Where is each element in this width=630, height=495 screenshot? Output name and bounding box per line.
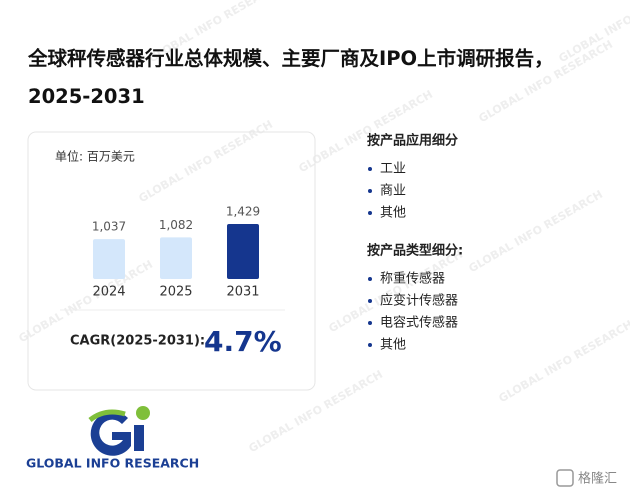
source-icon	[556, 469, 574, 487]
segment-item: 应变计传感器	[380, 293, 458, 309]
watermark: GLOBAL INFO RESEARCH	[467, 188, 606, 275]
bar	[160, 237, 192, 279]
logo-text: GLOBAL INFO RESEARCH	[26, 456, 199, 471]
bar	[93, 239, 125, 279]
segment-title: 按产品应用细分	[367, 133, 458, 149]
bullet	[368, 189, 372, 193]
cagr-value: 4.7%	[204, 325, 282, 358]
bullet	[368, 277, 372, 281]
category-label: 2031	[226, 285, 259, 300]
card	[27, 131, 316, 391]
segment-item: 称重传感器	[380, 271, 445, 287]
logo-mark	[88, 406, 150, 456]
unit-label: 单位: 百万美元	[55, 149, 135, 164]
value-label: 1,037	[92, 220, 126, 234]
watermark: GLOBAL INFO RESEARCH	[247, 368, 386, 455]
watermark: GLOBAL INFO RESEARCH	[497, 318, 630, 405]
cagr-label: CAGR(2025-2031):	[70, 334, 205, 349]
segment-item: 其他	[380, 206, 406, 221]
title: 全球秤传感器行业总体规模、主要厂商及IPO上市调研报告，2025-2031	[28, 47, 554, 108]
bar	[227, 224, 259, 279]
value-label: 1,429	[226, 205, 260, 219]
bullet	[368, 343, 372, 347]
bullet	[368, 299, 372, 303]
bullet	[368, 211, 372, 215]
category-label: 2024	[92, 285, 125, 300]
watermark: GLOBAL INFO RESEARCH	[17, 258, 156, 345]
watermark: GLOBAL INFO RESEARCH	[137, 118, 276, 205]
segment-item: 商业	[380, 184, 406, 199]
segment-item: 工业	[380, 162, 406, 177]
category-label: 2025	[159, 285, 192, 300]
segment-title: 按产品类型细分:	[367, 243, 463, 259]
bullet	[368, 321, 372, 325]
bullet	[368, 167, 372, 171]
source-mark: 格隆汇	[578, 471, 617, 487]
value-label: 1,082	[159, 218, 193, 232]
segment-item: 电容式传感器	[380, 315, 458, 331]
segment-item: 其他	[380, 338, 406, 353]
